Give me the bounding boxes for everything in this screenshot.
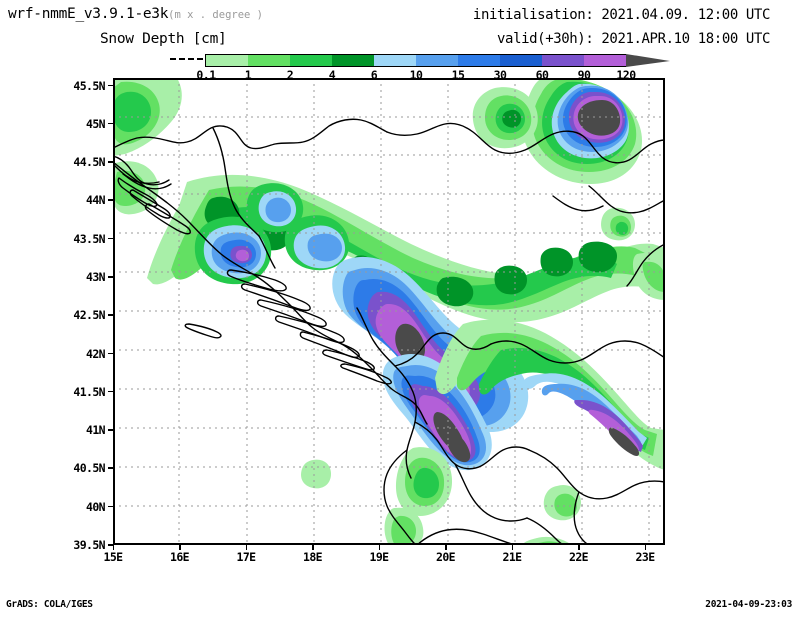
longitude-tick-label: 16E — [170, 550, 190, 564]
longitude-tick-label: 18E — [303, 550, 323, 564]
latitude-tick-label: 43N — [86, 270, 106, 285]
longitude-tick-mark — [245, 544, 247, 550]
colorbar-swatch — [458, 54, 500, 67]
latitude-tick-label: 40.5N — [73, 461, 105, 476]
latitude-tick-label: 39.5N — [73, 538, 105, 552]
colorbar-label: 1 — [244, 68, 252, 82]
latitude-tick-mark — [108, 429, 114, 431]
field-title: Snow Depth [cm] — [100, 31, 227, 47]
latitude-tick-label: 41.5N — [73, 384, 105, 399]
longitude-tick-mark — [644, 544, 647, 550]
latitude-tick-mark — [108, 467, 114, 469]
latitude-tick-label: 45N — [86, 116, 106, 131]
colorbar-under-dash — [188, 58, 194, 60]
colorbar-swatch — [248, 54, 290, 67]
latitude-tick-label: 40N — [86, 499, 106, 514]
colorbar-swatch — [290, 54, 332, 67]
latitude-tick-label: 43.5N — [73, 231, 105, 246]
longitude-tick-label: 22E — [569, 550, 589, 564]
latitude-tick-mark — [108, 314, 114, 316]
latitude-tick-label: 44N — [86, 193, 106, 208]
render-timestamp: 2021-04-09-23:03 — [705, 599, 792, 610]
longitude-tick-mark — [378, 544, 381, 550]
longitude-tick-mark — [179, 544, 181, 550]
model-title-dimension: (m x . degree ) — [168, 9, 263, 21]
latitude-tick-label: 42.5N — [73, 308, 105, 323]
longitude-tick-mark — [511, 544, 514, 550]
colorbar-swatch — [584, 54, 626, 67]
plot-frame — [113, 78, 665, 545]
colorbar-swatch — [500, 54, 542, 67]
colorbar-outline — [205, 54, 669, 67]
latitude-tick-mark — [108, 352, 114, 355]
latitude-tick-mark — [108, 390, 114, 393]
colorbar-under-dash — [197, 58, 203, 60]
grads-credit: GrADS: COLA/IGES — [6, 599, 93, 610]
colorbar-swatch — [332, 54, 374, 67]
colorbar-swatch — [542, 54, 584, 67]
snow-depth-contours — [113, 78, 665, 545]
longitude-tick-mark — [312, 544, 314, 550]
snow-depth-map — [113, 78, 665, 545]
latitude-tick-mark — [108, 505, 114, 508]
colorbar-swatch — [206, 54, 248, 67]
initialisation-time: initialisation: 2021.04.09. 12:00 UTC — [472, 7, 770, 23]
longitude-tick-label: 17E — [236, 550, 257, 564]
colorbar-swatch — [416, 54, 458, 67]
latitude-tick-mark — [108, 84, 114, 87]
colorbar-swatch — [374, 54, 416, 67]
colorbar-label: 2 — [286, 68, 294, 82]
colorbar-over-arrow — [626, 54, 670, 67]
longitude-tick-mark — [112, 544, 114, 550]
longitude-tick-label: 19E — [369, 550, 390, 564]
longitude-tick-label: 15E — [103, 550, 124, 564]
colorbar-under-dash — [179, 58, 185, 60]
latitude-tick-mark — [108, 276, 114, 278]
graticule-gridlines — [113, 78, 665, 545]
model-title-text: wrf-nmmE_v3.9.1-e3k — [8, 6, 169, 22]
colorbar-label: 6 — [370, 68, 378, 82]
latitude-tick-label: 45.5N — [73, 78, 105, 93]
latitude-tick-label: 44.5N — [73, 155, 105, 170]
latitude-tick-mark — [108, 544, 114, 546]
longitude-tick-mark — [578, 544, 580, 550]
map-plot-area[interactable] — [113, 78, 665, 545]
longitude-tick-mark — [445, 544, 447, 550]
latitude-tick-mark — [108, 199, 114, 201]
colorbar-label: 4 — [328, 68, 336, 82]
latitude-tick-label: 41N — [86, 423, 106, 438]
longitude-tick-label: 21E — [502, 550, 523, 564]
latitude-tick-label: 42N — [86, 346, 106, 361]
latitude-tick-mark — [108, 122, 114, 125]
valid-time: valid(+30h): 2021.APR.10 18:00 UTC — [497, 31, 770, 47]
longitude-tick-label: 23E — [635, 550, 656, 564]
colorbar-under-dash — [170, 58, 176, 60]
model-title: wrf-nmmE_v3.9.1-e3k(m x . degree ) — [8, 6, 263, 22]
longitude-tick-label: 20E — [436, 550, 456, 564]
latitude-tick-mark — [108, 237, 114, 240]
coastline-and-borders — [113, 118, 665, 545]
latitude-tick-mark — [108, 161, 114, 163]
